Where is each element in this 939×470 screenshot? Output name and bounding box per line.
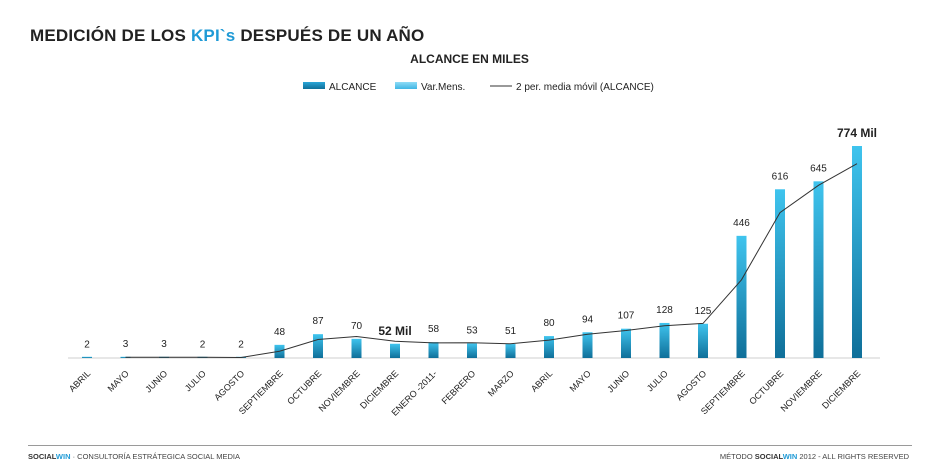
data-label: 51 (505, 326, 517, 337)
legend-label-media-movil: 2 per. media móvil (ALCANCE) (516, 82, 654, 93)
page-title: MEDICIÓN DE LOS KPI`s DESPUÉS DE UN AÑO (30, 26, 424, 46)
alcance-chart: ALCANCE Var.Mens. 2 per. media móvil (ALCA… (67, 82, 880, 418)
x-tick-label: JUNIO (605, 368, 631, 394)
footer-divider (28, 445, 912, 446)
data-label: 70 (351, 321, 363, 332)
x-tick-label: MARZO (486, 368, 516, 398)
bar (582, 332, 593, 358)
x-tick-label: OCTUBRE (747, 368, 785, 406)
bar (313, 334, 323, 358)
data-label: 58 (428, 324, 440, 335)
x-tick-label: JULIO (645, 368, 670, 393)
bar (120, 356, 131, 358)
footer-brand-b: WIN (55, 452, 71, 461)
bar (390, 343, 400, 358)
data-label: 80 (543, 318, 555, 329)
legend-label-var-mens: Var.Mens. (421, 82, 465, 93)
bar (813, 181, 824, 358)
chart-legend: ALCANCE Var.Mens. 2 per. media móvil (ALCA… (303, 82, 654, 93)
data-labels: 2 3 3 2 2 48 87 70 52 Mil 58 53 51 80 94 107 128 125 446 6… (84, 126, 877, 350)
data-label: 645 (810, 163, 827, 174)
footer-right-brand-a: SOCIAL (754, 452, 783, 461)
data-label: 87 (312, 316, 324, 327)
x-tick-label: AGOSTO (212, 368, 246, 402)
bar (698, 323, 708, 358)
title-suffix: DESPUÉS DE UN AÑO (235, 26, 425, 45)
data-label: 48 (274, 327, 286, 338)
data-label: 446 (733, 218, 750, 229)
data-label: 2 (84, 339, 90, 350)
data-label: 2 (238, 339, 244, 350)
chart-title: ALCANCE EN MILES (410, 52, 529, 66)
bar (505, 344, 516, 358)
x-tick-label: OCTUBRE (285, 368, 323, 406)
x-tick-label: NOVIEMBRE (779, 368, 824, 413)
bar (544, 336, 554, 358)
x-tick-label: ABRIL (67, 368, 92, 393)
x-tick-label: FEBRERO (440, 368, 478, 406)
bar (621, 328, 631, 358)
x-tick-label: DICIEMBRE (820, 368, 862, 410)
data-label: 52 Mil (378, 324, 411, 338)
data-label: 2 (200, 339, 206, 350)
x-tick-label: ABRIL (529, 368, 554, 393)
moving-average-line (125, 163, 858, 359)
footer-brand-a: SOCIAL (28, 452, 56, 461)
title-prefix: MEDICIÓN DE LOS (30, 26, 191, 45)
footer-right: MÉTODO SOCIALWIN 2012 - ALL RIGHTS RESER… (720, 452, 909, 461)
legend-label-alcance: ALCANCE (329, 82, 377, 93)
title-highlight: KPI`s (190, 26, 236, 45)
footer-left-text: · CONSULTORÍA ESTRÁTEGICA SOCIAL MEDIA (70, 452, 240, 461)
x-tick-label: JUNIO (143, 368, 169, 394)
bar (82, 356, 92, 358)
bar (428, 342, 439, 358)
data-label: 128 (656, 305, 673, 316)
bar (659, 322, 670, 358)
bar (736, 235, 747, 358)
bar (852, 146, 862, 358)
data-label: 3 (123, 339, 129, 350)
moving-average-series (125, 163, 858, 359)
footer-right-brand-b: WIN (782, 452, 798, 461)
x-tick-label: AGOSTO (674, 368, 708, 402)
data-label: 94 (582, 314, 594, 325)
x-tick-label: MAYO (106, 368, 131, 393)
data-label: 774 Mil (837, 126, 877, 140)
data-label: 53 (466, 325, 478, 336)
footer-right-text: 2012 - ALL RIGHTS RESERVED (797, 452, 909, 461)
legend-swatch-var-mens (395, 82, 417, 89)
x-tick-label: JULIO (183, 368, 208, 393)
footer-right-prefix: MÉTODO (719, 452, 755, 461)
bar-series (82, 146, 862, 358)
data-label: 107 (618, 311, 635, 322)
footer-left: SOCIALWIN · CONSULTORÍA ESTRÁTEGICA SOCI… (28, 452, 240, 461)
bar (467, 343, 477, 358)
bar (775, 189, 785, 358)
bar (351, 338, 362, 358)
x-tick-label: DICIEMBRE (358, 368, 400, 410)
data-label: 616 (772, 171, 789, 182)
x-tick-label: NOVIEMBRE (317, 368, 362, 413)
data-label: 3 (161, 339, 167, 350)
x-tick-label: MAYO (568, 368, 593, 393)
data-label: 125 (695, 306, 712, 317)
legend-swatch-alcance (303, 82, 325, 89)
